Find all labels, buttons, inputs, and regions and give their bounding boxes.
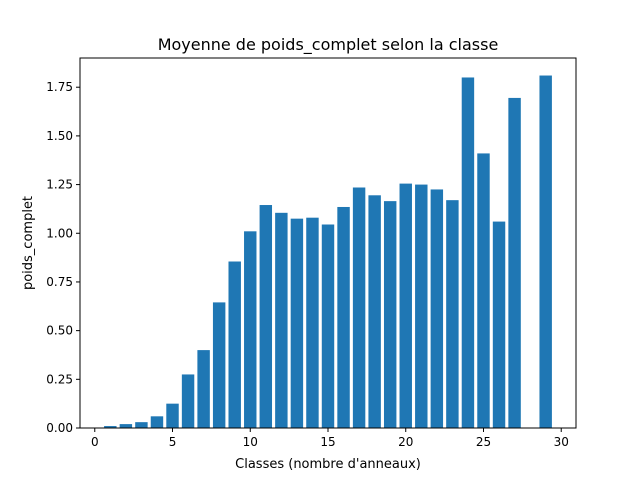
bar-16	[337, 206, 350, 428]
bar-27	[508, 97, 521, 428]
bar-14	[306, 217, 319, 428]
x-tick-label: 15	[320, 435, 335, 449]
x-tick-label: 0	[91, 435, 99, 449]
x-tick-label: 30	[554, 435, 569, 449]
y-tick-label: 0.25	[46, 372, 73, 386]
y-tick-label: 1.25	[46, 178, 73, 192]
bar-2	[119, 424, 133, 428]
x-tick-label: 20	[398, 435, 413, 449]
y-tick-label: 1.75	[46, 80, 73, 94]
bar-6	[181, 374, 195, 428]
y-tick-label: 1.50	[46, 129, 73, 143]
y-tick-label: 0.50	[46, 324, 73, 338]
bar-10	[244, 231, 257, 428]
bar-12	[275, 212, 288, 428]
bar-23	[446, 200, 459, 428]
bar-7	[197, 350, 210, 428]
bar-25	[477, 153, 490, 428]
bar-24	[461, 77, 475, 428]
bar-8	[212, 302, 226, 428]
bar-11	[259, 205, 273, 428]
bar-4	[150, 416, 164, 428]
bar-9	[228, 261, 241, 428]
bar-21	[415, 184, 428, 428]
bar-29	[539, 75, 552, 429]
y-tick-label: 0.75	[46, 275, 73, 289]
y-axis: 0.00 0.25 0.50 0.75 1.00 1.25 1.50 1.75	[46, 80, 80, 435]
bar-18	[368, 195, 381, 428]
x-axis-label: Classes (nombre d'anneaux)	[235, 457, 421, 472]
chart-title: Moyenne de poids_complet selon la classe	[158, 35, 499, 55]
bars-group	[104, 75, 552, 429]
x-tick-label: 5	[169, 435, 177, 449]
bar-3	[135, 422, 148, 428]
bar-22	[430, 189, 444, 428]
bar-17	[352, 187, 366, 428]
bar-1	[104, 426, 117, 428]
bar-19	[383, 201, 397, 428]
bar-20	[399, 183, 412, 428]
bar-13	[290, 218, 304, 428]
y-tick-label: 1.00	[46, 226, 73, 240]
x-axis: 0 5 10 15 20 25 30	[91, 428, 569, 449]
y-axis-label: poids_complet	[21, 196, 36, 290]
x-tick-label: 25	[476, 435, 491, 449]
bar-5	[166, 403, 179, 428]
x-tick-label: 10	[243, 435, 258, 449]
bar-26	[492, 221, 506, 428]
bar-15	[321, 224, 335, 428]
y-tick-label: 0.00	[46, 421, 73, 435]
